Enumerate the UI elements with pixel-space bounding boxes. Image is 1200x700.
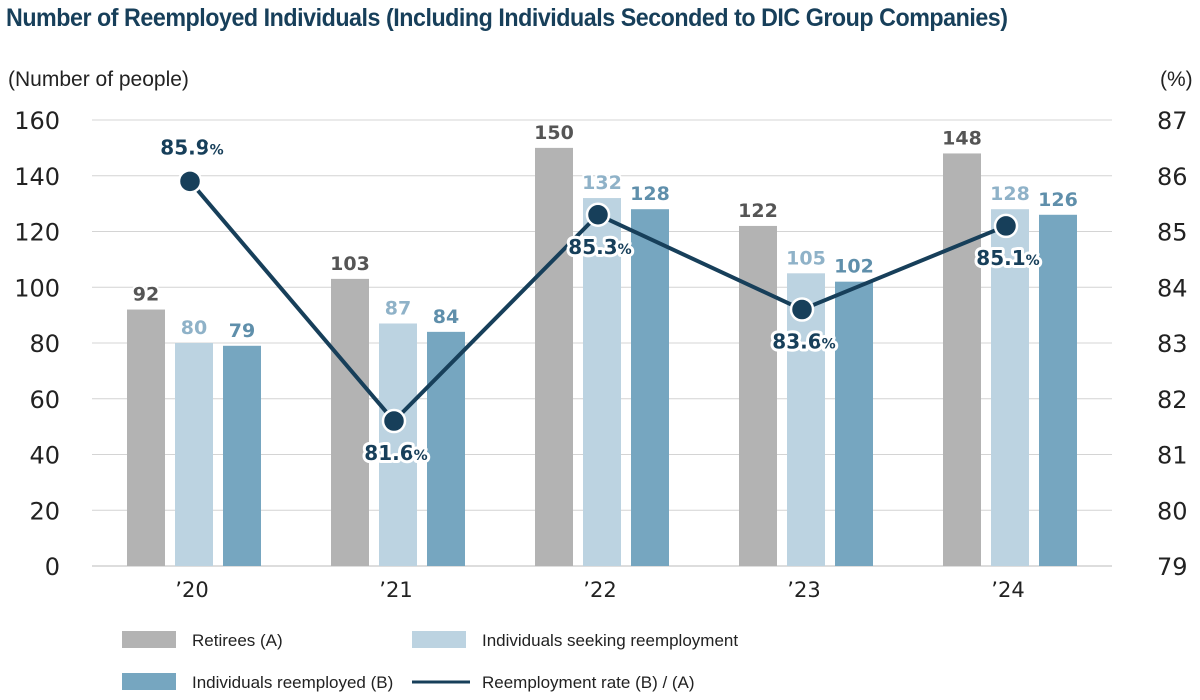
bar-value-label: 122: [738, 200, 778, 222]
bar: [223, 345, 261, 566]
legend-swatch: [122, 673, 176, 690]
x-tick-label: ’24: [991, 578, 1024, 602]
rate-line-series: [177, 169, 1019, 434]
y2-axis-label: (%): [1160, 68, 1193, 91]
y2-tick-label: 79: [1157, 553, 1188, 581]
rate-value: 85.3: [568, 235, 617, 259]
bar-value-label: 126: [1038, 189, 1078, 211]
chart-title: Number of Reemployed Individuals (Includ…: [6, 4, 1008, 32]
bar-value-label: 102: [834, 256, 874, 278]
y-tick-label: 0: [45, 553, 60, 581]
legend-swatch: [122, 631, 176, 648]
y-tick-label: 140: [14, 163, 60, 191]
bar: [331, 278, 369, 566]
bar-value-label: 150: [534, 122, 574, 144]
rate-label: 83.6%: [772, 330, 835, 354]
bar-value-label: 132: [582, 172, 622, 194]
rate-label: 85.1%: [976, 246, 1039, 270]
bar: [175, 343, 213, 566]
x-tick-label: ’21: [379, 578, 412, 602]
bar: [127, 309, 165, 566]
rate-point: [585, 202, 611, 228]
x-tick-label: ’20: [175, 578, 208, 602]
bar-series: [127, 147, 1077, 567]
y2-tick-label: 86: [1157, 163, 1188, 191]
bar: [535, 147, 573, 566]
legend-label: Reemployment rate (B) / (A): [482, 673, 695, 692]
rate-value: 83.6: [772, 330, 821, 354]
bar: [379, 323, 417, 566]
bar-value-label: 103: [330, 253, 370, 275]
rate-percent-sign: %: [618, 242, 632, 258]
bar: [943, 153, 981, 566]
y-tick-label: 40: [29, 442, 60, 470]
legend-label: Retirees (A): [192, 631, 283, 650]
rate-label: 81.6%: [364, 441, 427, 465]
y2-tick-label: 80: [1157, 497, 1188, 525]
rate-point: [381, 408, 407, 434]
bar-value-label: 80: [181, 317, 207, 339]
rate-value: 81.6: [364, 441, 413, 465]
bar-value-label: 84: [433, 306, 459, 328]
axes: 0 20 40 60 80 100 120 140 160 79 80 81 82 83 84 85 86 87 (…: [8, 68, 1193, 602]
bar: [787, 273, 825, 566]
y-tick-label: 80: [29, 330, 60, 358]
rate-value: 85.9: [160, 135, 209, 159]
x-tick-label: ’22: [583, 578, 616, 602]
bar-value-label: 128: [990, 183, 1030, 205]
bar-value-label: 148: [942, 127, 982, 149]
legend-label: Individuals reemployed (B): [192, 673, 393, 692]
bar: [1039, 214, 1077, 566]
bar-value-label: 87: [385, 297, 411, 319]
rate-label: 85.3%: [568, 235, 631, 259]
rate-value: 85.1: [976, 246, 1025, 270]
bar: [739, 225, 777, 567]
rate-point: [993, 213, 1019, 239]
y-tick-label: 120: [14, 219, 60, 247]
bar-value-label: 79: [229, 320, 255, 342]
rate-percent-sign: %: [1026, 253, 1040, 269]
y-tick-label: 60: [29, 386, 60, 414]
data-labels: 92 103 150 122 148 80 87 132 105 128 79 84 128 102 126…: [131, 120, 1080, 468]
y2-tick-label: 83: [1157, 330, 1188, 358]
rate-label: 85.9%: [160, 135, 223, 159]
bar-value-label: 105: [786, 247, 826, 269]
bar: [583, 198, 621, 567]
y2-tick-label: 87: [1157, 107, 1188, 135]
bar: [631, 209, 669, 566]
rate-point: [789, 297, 815, 322]
legend: Retirees (A) Individuals seeking reemploy…: [122, 631, 738, 692]
y2-tick-label: 81: [1157, 442, 1188, 470]
y-tick-label: 160: [14, 107, 60, 135]
rate-percent-sign: %: [210, 142, 224, 158]
legend-label: Individuals seeking reemployment: [482, 631, 738, 650]
y-tick-label: 100: [14, 274, 60, 302]
y2-tick-label: 84: [1157, 274, 1188, 302]
y-tick-label: 20: [29, 497, 60, 525]
y2-tick-label: 85: [1157, 219, 1188, 247]
legend-swatch: [412, 631, 466, 648]
x-tick-label: ’23: [787, 578, 820, 602]
bar: [835, 281, 873, 566]
rate-point: [177, 169, 203, 194]
rate-percent-sign: %: [822, 337, 836, 353]
bar-value-label: 92: [133, 284, 159, 306]
y2-tick-label: 82: [1157, 386, 1188, 414]
rate-percent-sign: %: [414, 448, 428, 464]
y-axis-label: (Number of people): [8, 68, 189, 91]
bar: [991, 209, 1029, 566]
bar-value-label: 128: [630, 183, 670, 205]
